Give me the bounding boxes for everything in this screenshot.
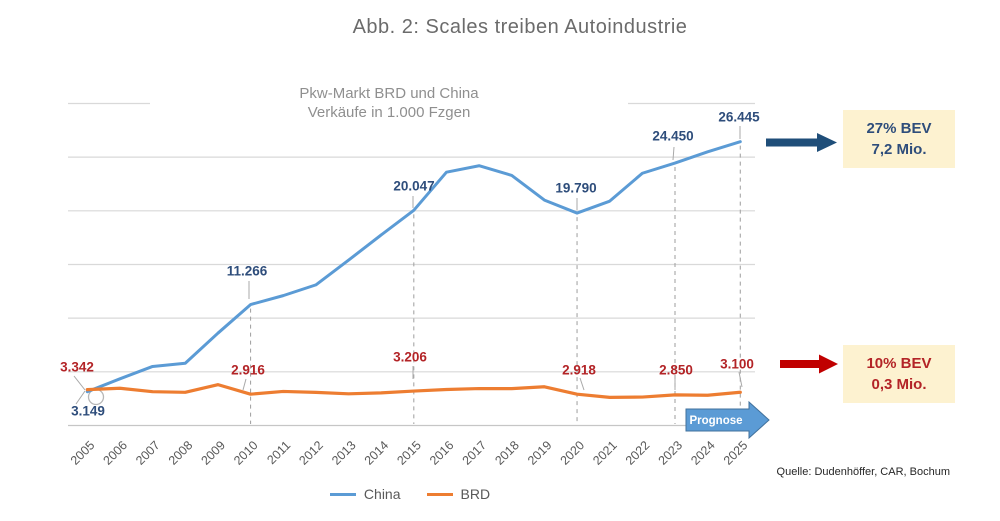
x-tick-2022: 2022: [623, 438, 653, 468]
prognose-arrow: [685, 400, 770, 440]
label-leader-7: [579, 377, 585, 391]
label-leader-1: [75, 390, 86, 405]
data-label-3.100: 3.100: [720, 357, 754, 372]
legend-label-brd: BRD: [460, 486, 491, 502]
legend-item-brd: BRD: [426, 486, 491, 502]
label-leader-8: [672, 146, 675, 161]
data-label-19.790: 19.790: [555, 181, 596, 196]
data-label-2.850: 2.850: [659, 363, 693, 378]
legend-item-china: China: [329, 486, 401, 502]
x-tick-2024: 2024: [688, 438, 718, 468]
source-credit: Quelle: Dudenhöffer, CAR, Bochum: [776, 466, 950, 478]
x-tick-2009: 2009: [198, 438, 228, 468]
label-leader-0: [73, 375, 86, 391]
data-label-3.149: 3.149: [71, 404, 105, 419]
x-tick-2006: 2006: [101, 438, 131, 468]
subtitle-line2: Verkäufe in 1.000 Fzgen: [307, 104, 471, 121]
x-tick-2016: 2016: [427, 438, 457, 468]
legend: China BRD: [300, 486, 520, 502]
x-tick-2012: 2012: [296, 438, 326, 468]
data-label-26.445: 26.445: [718, 110, 760, 125]
data-label-2.918: 2.918: [562, 363, 596, 378]
china-line-swatch: [329, 492, 356, 496]
x-tick-2007: 2007: [133, 438, 163, 468]
data-label-20.047: 20.047: [393, 179, 434, 194]
brd-bev-annotation-box: 10% BEV 0,3 Mio.: [843, 345, 955, 403]
data-label-2.916: 2.916: [231, 363, 265, 378]
x-tick-2017: 2017: [460, 438, 490, 468]
data-label-3.342: 3.342: [60, 360, 94, 375]
china-bev-volume: 7,2 Mio.: [871, 141, 927, 158]
data-label-11.266: 11.266: [227, 264, 268, 279]
page-title: Abb. 2: Scales treiben Autoindustrie: [352, 16, 688, 38]
x-tick-2020: 2020: [558, 438, 588, 468]
brd-bev-share: 10% BEV: [866, 355, 932, 372]
x-tick-2010: 2010: [231, 438, 261, 468]
x-tick-2008: 2008: [166, 438, 196, 468]
china-bev-arrow-icon: [766, 133, 837, 152]
x-tick-2011: 2011: [264, 438, 293, 467]
x-tick-2021: 2021: [590, 438, 620, 468]
x-tick-2013: 2013: [329, 438, 359, 468]
data-label-3.206: 3.206: [393, 350, 427, 365]
brd-bev-arrow-icon: [780, 354, 838, 374]
legend-label-china: China: [363, 486, 401, 502]
china-bev-share: 27% BEV: [866, 120, 932, 137]
brd-line-swatch: [426, 492, 453, 496]
subtitle-line1: Pkw-Markt BRD und China: [299, 85, 479, 102]
brd-bev-volume: 0,3 Mio.: [871, 376, 927, 393]
x-tick-2018: 2018: [492, 438, 522, 468]
x-tick-2015: 2015: [394, 438, 424, 468]
china-line: [85, 140, 742, 394]
x-tick-2019: 2019: [525, 438, 555, 468]
prognose-arrow-label: Prognose: [689, 415, 742, 427]
label-leader-3: [242, 378, 247, 391]
x-tick-2005: 2005: [68, 438, 98, 468]
x-tick-2023: 2023: [656, 438, 686, 468]
x-tick-2025: 2025: [721, 438, 751, 468]
data-label-24.450: 24.450: [652, 129, 693, 144]
brd-line: [85, 383, 742, 399]
label-leader-11: [738, 371, 743, 388]
x-tick-2014: 2014: [362, 438, 392, 468]
chart-subtitle: Pkw-Markt BRD und China Verkäufe in 1.00…: [150, 84, 628, 130]
china-bev-annotation-box: 27% BEV 7,2 Mio.: [843, 110, 955, 168]
